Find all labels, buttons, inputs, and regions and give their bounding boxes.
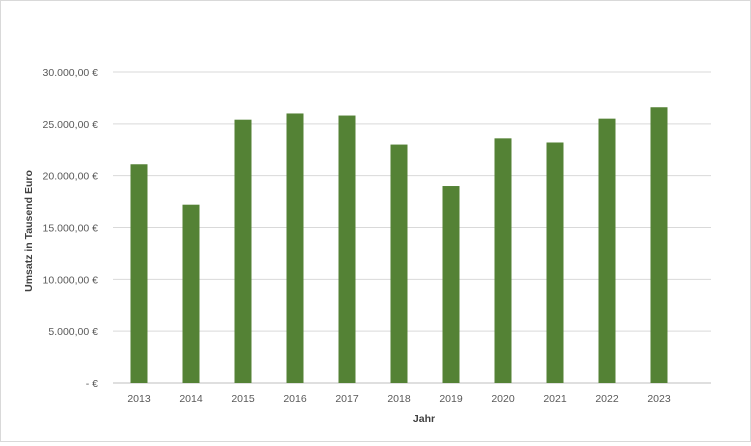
x-tick-label: 2023 (647, 393, 671, 405)
y-tick-label: 25.000,00 € (43, 119, 99, 131)
y-axis-title: Umsatz in Tausend Euro (23, 170, 35, 292)
x-tick-label: 2014 (179, 393, 203, 405)
bar-2020 (494, 138, 512, 383)
bar-2023 (650, 107, 668, 383)
bar-2014 (182, 204, 200, 383)
bar-2015 (234, 119, 252, 383)
bar-2018 (390, 144, 408, 383)
y-tick-label: 10.000,00 € (43, 274, 99, 286)
y-axis-ticks: - € 5.000,00 € 10.000,00 € 15.000,00 € 20.00… (43, 67, 99, 390)
x-tick-label: 2021 (543, 393, 567, 405)
x-tick-label: 2015 (231, 393, 255, 405)
gridlines (113, 71, 711, 384)
y-tick-label: - € (86, 378, 98, 390)
x-tick-label: 2017 (335, 393, 359, 405)
bar-2013 (130, 164, 148, 383)
x-axis-ticks: 2013 2014 2015 2016 2017 2018 2019 2020 2021 2022… (127, 393, 671, 405)
x-tick-label: 2013 (127, 393, 151, 405)
bar-2016 (286, 113, 304, 383)
x-axis-title: Jahr (413, 413, 435, 425)
y-tick-label: 20.000,00 € (43, 171, 99, 183)
x-tick-label: 2020 (491, 393, 515, 405)
bars (130, 107, 668, 384)
x-tick-label: 2018 (387, 393, 411, 405)
y-tick-label: 30.000,00 € (43, 67, 99, 79)
bar-2017 (338, 115, 356, 383)
x-tick-label: 2022 (595, 393, 619, 405)
x-tick-label: 2016 (283, 393, 307, 405)
bar-2021 (546, 142, 564, 383)
bar-2019 (442, 186, 460, 383)
x-tick-label: 2019 (439, 393, 463, 405)
y-tick-label: 15.000,00 € (43, 223, 99, 235)
y-tick-label: 5.000,00 € (48, 326, 98, 338)
bar-2022 (598, 118, 616, 384)
